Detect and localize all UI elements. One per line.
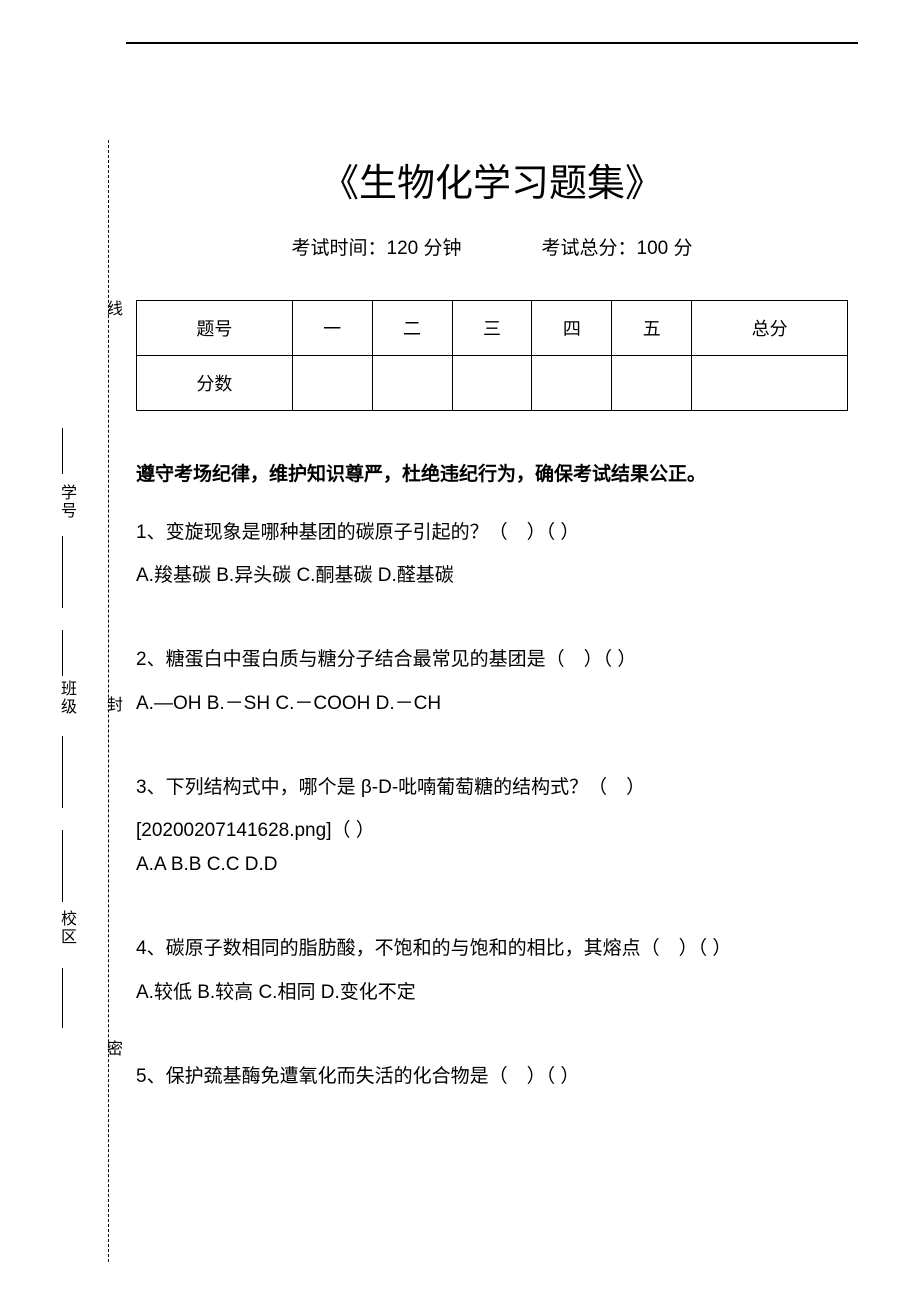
margin-char-mi: 密 (100, 1040, 124, 1058)
margin-label-xiaoqu: 校区 (54, 910, 78, 946)
margin-label-xuehao: 学号 (54, 484, 78, 520)
q4-stem: 4、碳原子数相同的脂肪酸，不饱和的与饱和的相比，其熔点（ ）（ ） (136, 934, 848, 964)
binding-margin: 线 学号 封 班级 校区 密 (50, 140, 110, 1242)
q2-stem: 2、糖蛋白中蛋白质与糖分子结合最常见的基团是（ ）（ ） (136, 645, 848, 675)
td-4[interactable] (532, 356, 612, 411)
th-4: 四 (532, 301, 612, 356)
margin-line-2 (62, 536, 63, 608)
exam-time-value: 120 分钟 (387, 238, 462, 259)
q2-options: A.—OH B.－SH C.－COOH D.－CH (136, 688, 848, 715)
subtitle: 考试时间：120 分钟 考试总分：100 分 (136, 233, 848, 260)
margin-char-xian: 线 (100, 300, 124, 318)
q3-options: A.A B.B C.C D.D (136, 854, 848, 876)
page-title: 《生物化学习题集》 (136, 152, 848, 207)
th-3: 三 (452, 301, 532, 356)
q1-stem: 1、变旋现象是哪种基团的碳原子引起的？（ ）（ ） (136, 518, 848, 548)
td-total[interactable] (692, 356, 848, 411)
td-1[interactable] (292, 356, 372, 411)
th-label: 题号 (137, 301, 293, 356)
exam-time-label: 考试时间： (292, 238, 387, 259)
td-label: 分数 (137, 356, 293, 411)
total-score-label: 考试总分： (542, 238, 637, 259)
margin-char-feng: 封 (100, 696, 124, 714)
top-rule (126, 42, 858, 44)
td-5[interactable] (612, 356, 692, 411)
q4-options: A.较低 B.较高 C.相同 D.变化不定 (136, 977, 848, 1004)
margin-label-banji: 班级 (54, 680, 78, 716)
table-score-row: 分数 (137, 356, 848, 411)
margin-line-6 (62, 968, 63, 1028)
td-3[interactable] (452, 356, 532, 411)
margin-line-1 (62, 428, 63, 474)
q5-stem: 5、保护巯基酶免遭氧化而失活的化合物是（ ）（ ） (136, 1062, 848, 1092)
q3-stem: 3、下列结构式中，哪个是 β-D-吡喃葡萄糖的结构式？（ ） (136, 773, 848, 803)
total-score-value: 100 分 (637, 238, 693, 259)
th-total: 总分 (692, 301, 848, 356)
th-1: 一 (292, 301, 372, 356)
q1-options: A.羧基碳 B.异头碳 C.酮基碳 D.醛基碳 (136, 560, 848, 587)
content-area: 《生物化学习题集》 考试时间：120 分钟 考试总分：100 分 题号 一 二 三… (136, 152, 848, 1104)
th-5: 五 (612, 301, 692, 356)
margin-line-4 (62, 736, 63, 808)
margin-line-5 (62, 830, 63, 902)
q3-subline: [20200207141628.png]（ ） (136, 815, 848, 842)
td-2[interactable] (372, 356, 452, 411)
table-header-row: 题号 一 二 三 四 五 总分 (137, 301, 848, 356)
score-table: 题号 一 二 三 四 五 总分 分数 (136, 300, 848, 411)
margin-line-3 (62, 630, 63, 676)
exam-notice: 遵守考场纪律，维护知识尊严，杜绝违纪行为，确保考试结果公正。 (136, 459, 848, 486)
th-2: 二 (372, 301, 452, 356)
